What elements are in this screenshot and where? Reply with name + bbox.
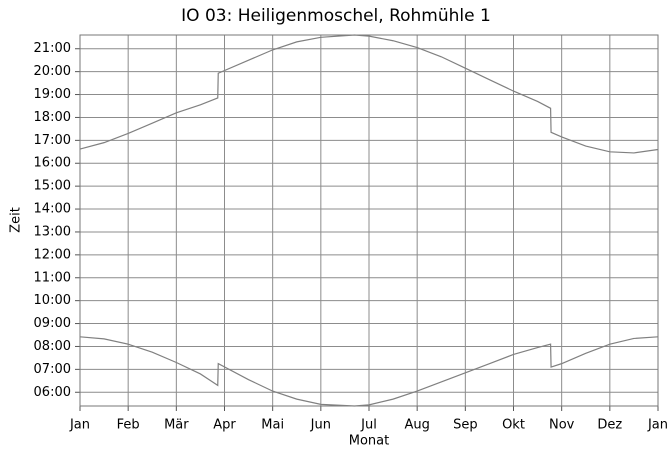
x-tick-label: Jan: [69, 418, 90, 433]
x-tick-label: Dez: [597, 418, 622, 433]
y-tick-label: 17:00: [34, 133, 71, 148]
x-tick-label: Jul: [360, 418, 377, 433]
y-tick-label: 18:00: [34, 110, 71, 125]
y-tick-label: 20:00: [34, 64, 71, 79]
y-tick-label: 07:00: [34, 362, 71, 377]
x-tick-label: Jun: [310, 418, 331, 433]
y-tick-label: 11:00: [34, 270, 71, 285]
y-tick-label: 12:00: [34, 247, 71, 262]
y-tick-label: 15:00: [34, 179, 71, 194]
x-tick-label: Jan: [647, 418, 668, 433]
y-tick-label: 14:00: [34, 202, 71, 217]
x-tick-label: Sep: [453, 418, 478, 433]
x-tick-label: Mär: [164, 418, 189, 433]
y-tick-label: 06:00: [34, 385, 71, 400]
x-tick-label: Aug: [404, 418, 429, 433]
y-tick-label: 16:00: [34, 156, 71, 171]
line-series: [79, 336, 659, 407]
x-tick-label: Okt: [502, 418, 525, 433]
y-tick-label: 08:00: [34, 339, 71, 354]
chart-title: IO 03: Heiligenmoschel, Rohmühle 1: [181, 6, 491, 26]
line-series: [79, 34, 659, 154]
y-tick-label: 09:00: [34, 316, 71, 331]
x-tick-label: Feb: [117, 418, 140, 433]
y-axis-label: Zeit: [9, 207, 24, 233]
x-tick-label: Nov: [549, 418, 575, 433]
x-tick-label: Apr: [213, 418, 236, 433]
y-tick-label: 13:00: [34, 224, 71, 239]
x-axis-label: Monat: [349, 434, 389, 449]
y-tick-label: 10:00: [34, 293, 71, 308]
x-tick-label: Mai: [261, 418, 284, 433]
y-tick-label: 21:00: [34, 41, 71, 56]
plot-frame: [79, 34, 659, 407]
y-tick-label: 19:00: [34, 87, 71, 102]
